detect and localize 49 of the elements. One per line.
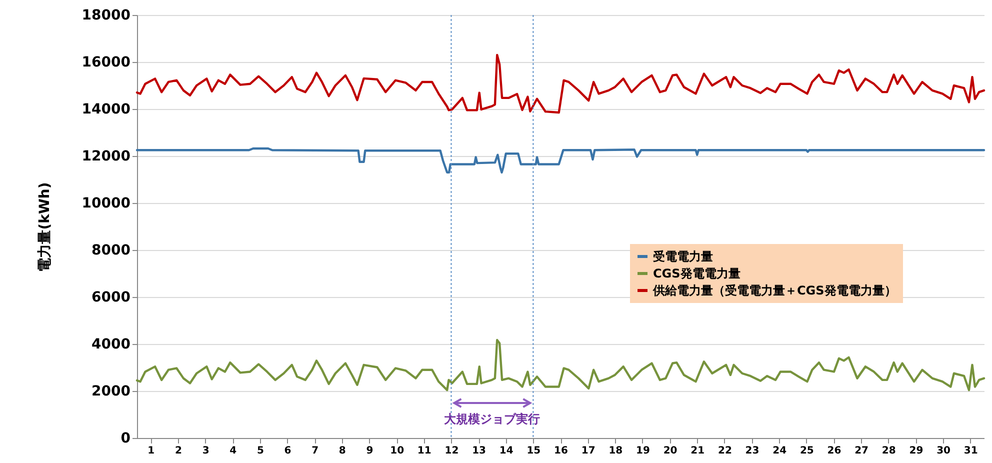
line-series	[136, 54, 986, 114]
x-tick-label: 22	[718, 446, 732, 456]
x-tick-label: 16	[554, 446, 568, 456]
y-axis-title: 電力量(kWh)	[36, 182, 53, 272]
x-tick-label: 27	[854, 446, 869, 456]
x-tick-label: 2	[175, 446, 182, 456]
y-tick-label: 2000	[92, 384, 131, 400]
y-tick-label: 12000	[82, 148, 131, 164]
legend-label: CGS発電電力量	[653, 266, 740, 280]
x-tick-label: 3	[202, 446, 210, 456]
x-tick-label: 21	[690, 446, 705, 456]
x-tick-label: 15	[526, 446, 541, 456]
y-tick-label: 10000	[82, 196, 131, 212]
x-tick-label: 31	[964, 446, 978, 456]
x-tick-label: 20	[663, 446, 678, 456]
legend-label: 供給電力量（受電電力量＋CGS発電電力量）	[652, 284, 896, 298]
annotation: 大規模ジョブ実行	[444, 412, 540, 426]
x-tick-label: 25	[800, 446, 814, 456]
x-tick-label: 13	[472, 446, 486, 456]
x-tick-label: 29	[909, 446, 924, 456]
line-series	[136, 147, 986, 174]
x-tick-label: 12	[444, 446, 459, 456]
x-tick-label: 17	[581, 446, 596, 456]
x-tick-label: 26	[827, 446, 842, 456]
x-tick-label: 4	[230, 446, 237, 456]
x-tick-label: 1	[148, 446, 155, 456]
x-tick-label: 24	[772, 446, 787, 456]
line-series	[136, 338, 986, 392]
x-tick-label: 30	[936, 446, 951, 456]
y-tick-label: 18000	[82, 8, 131, 24]
x-tick-label: 11	[417, 446, 432, 456]
x-tick-label: 23	[745, 446, 760, 456]
y-tick-label: 16000	[82, 54, 131, 70]
y-tick-label: 6000	[92, 290, 131, 306]
x-tick-label: 7	[312, 446, 319, 456]
x-tick-label: 9	[366, 446, 374, 456]
x-tick-label: 19	[636, 446, 650, 456]
x-tick-label: 28	[882, 446, 896, 456]
x-tick-label: 8	[338, 446, 346, 456]
x-tick-label: 5	[256, 446, 264, 456]
x-tick-label: 14	[499, 446, 514, 456]
y-tick-label: 14000	[82, 102, 131, 118]
x-tick-label: 6	[284, 446, 292, 456]
y-tick-label: 0	[120, 430, 131, 446]
y-tick-label: 8000	[92, 242, 131, 258]
y-tick-label: 4000	[92, 336, 131, 352]
legend-label: 受電電力量	[652, 250, 713, 264]
x-tick-label: 18	[608, 446, 623, 456]
x-tick-label: 10	[390, 446, 404, 456]
